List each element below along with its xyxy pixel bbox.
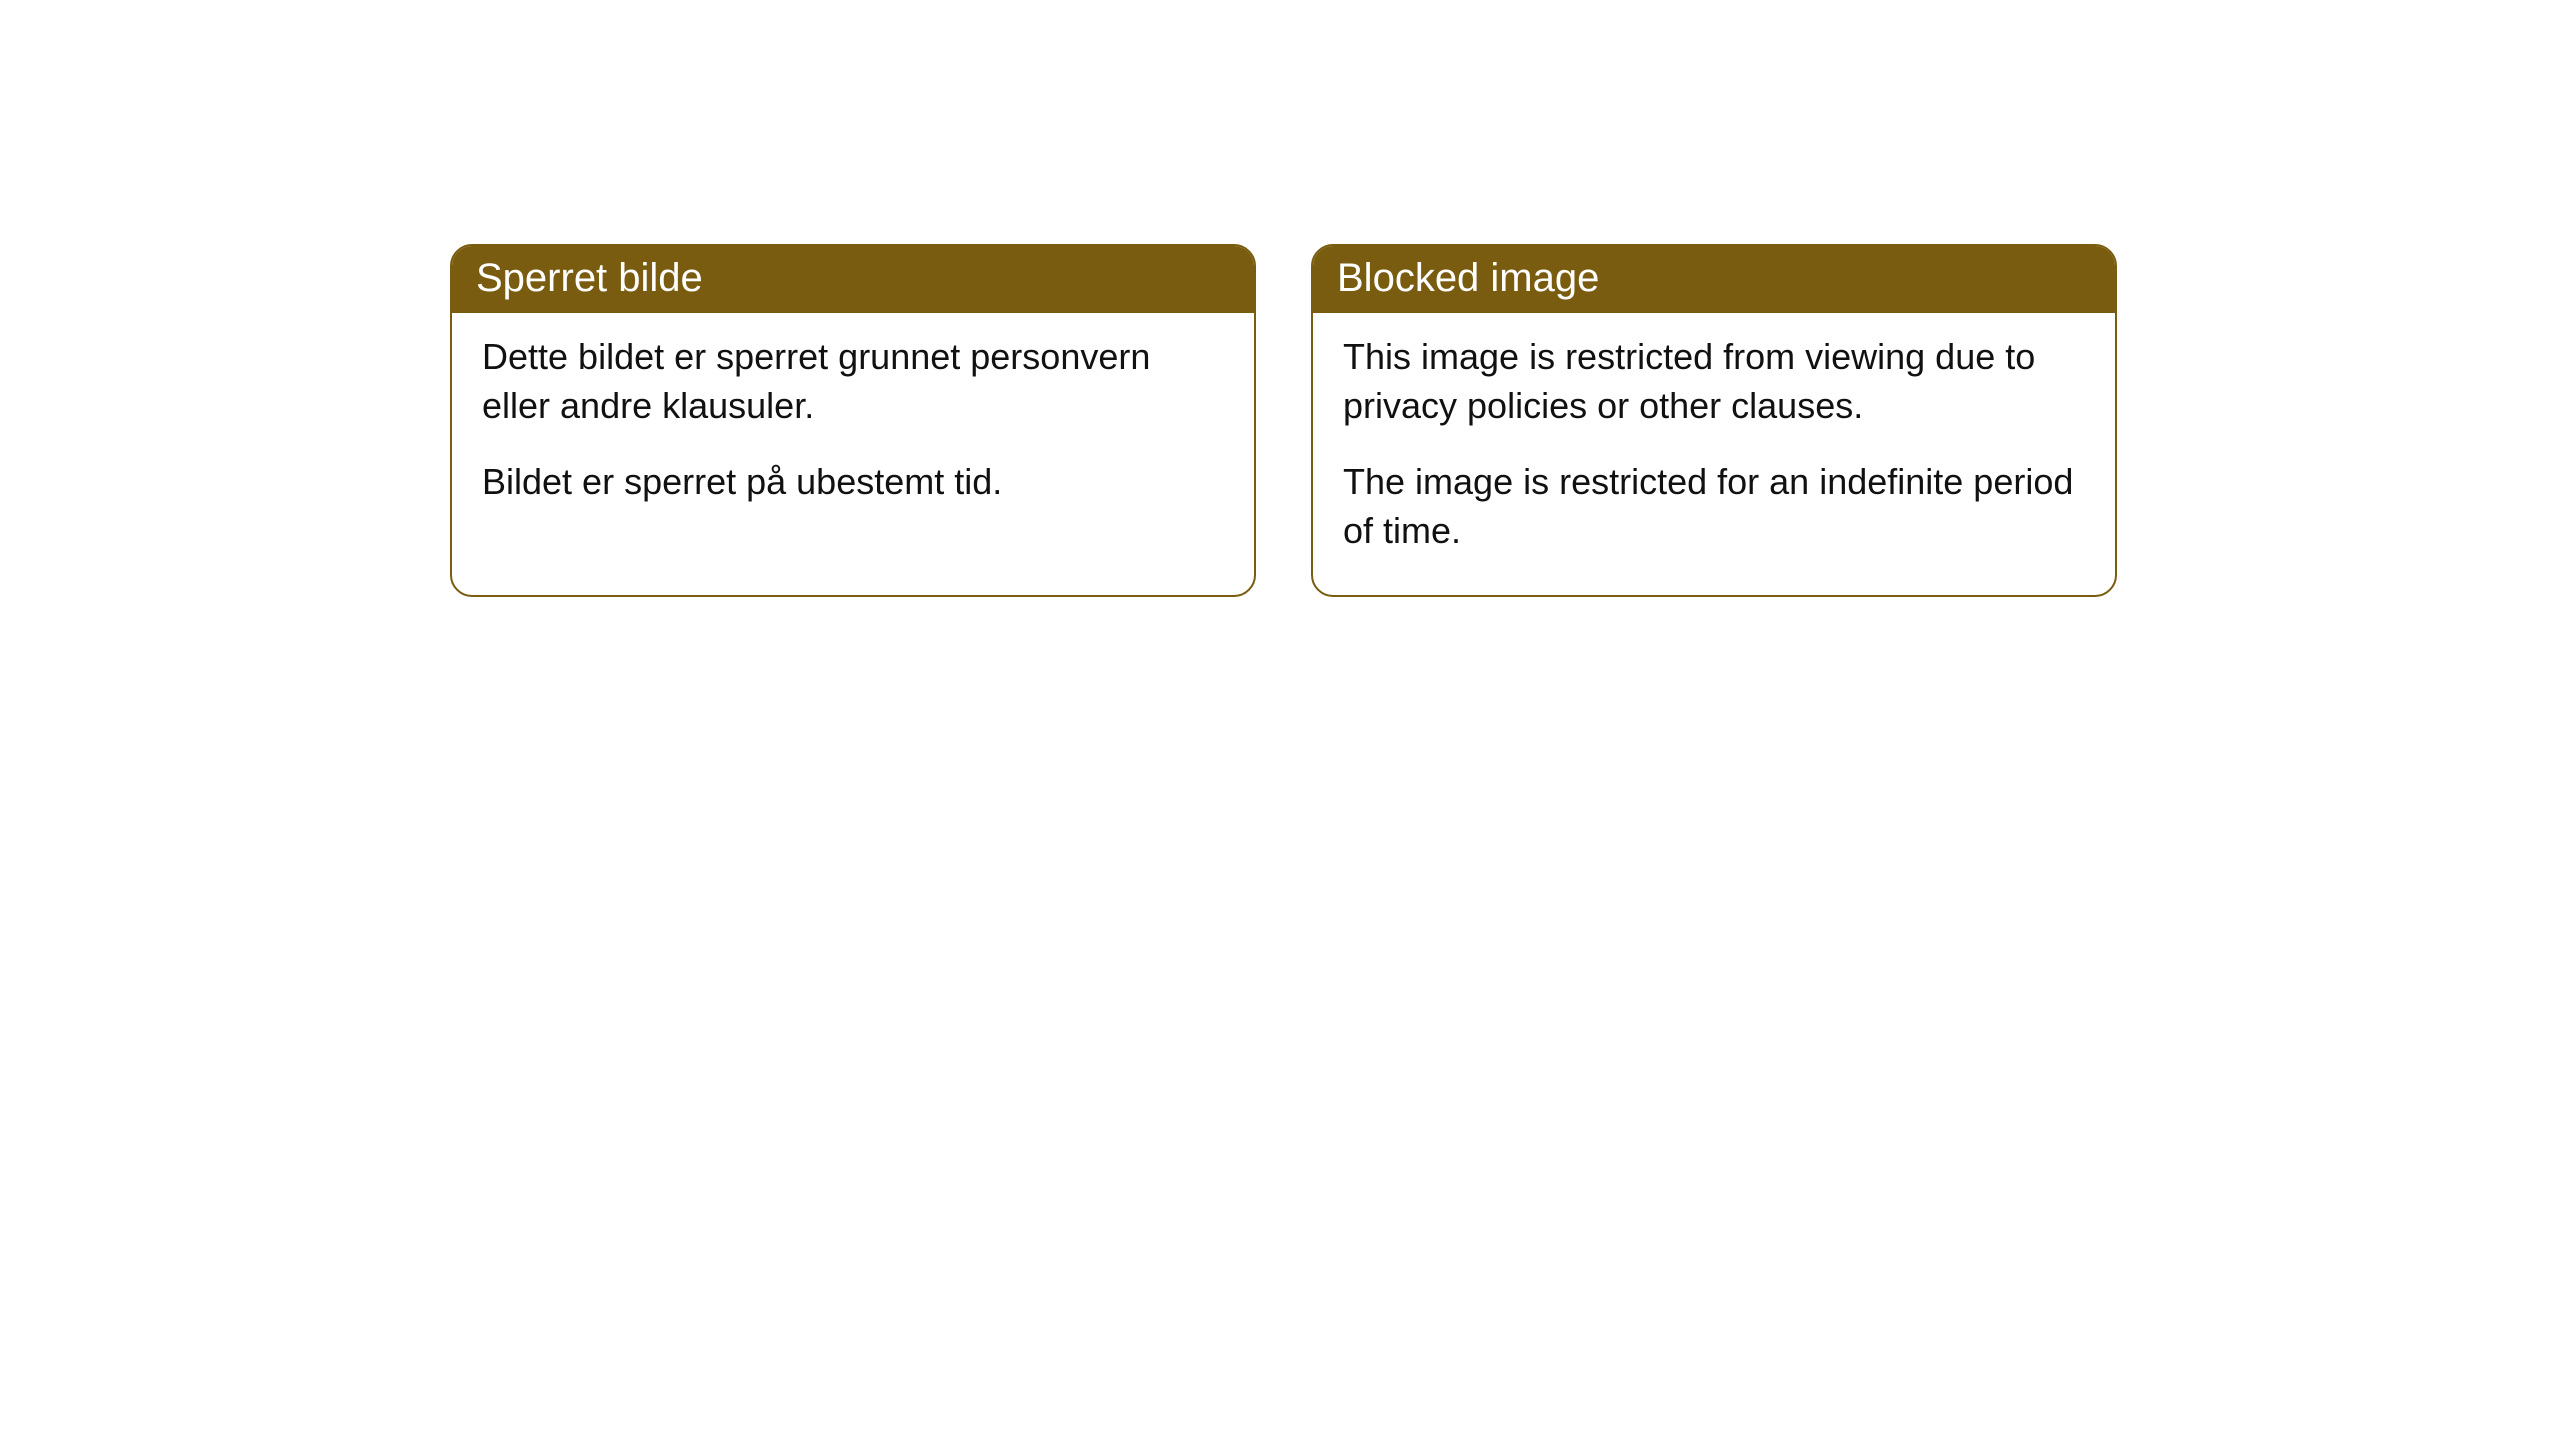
card-norwegian: Sperret bilde Dette bildet er sperret gr… [450,244,1256,597]
card-paragraph: Dette bildet er sperret grunnet personve… [482,333,1224,430]
card-paragraph: Bildet er sperret på ubestemt tid. [482,458,1224,507]
card-english: Blocked image This image is restricted f… [1311,244,2117,597]
card-header-english: Blocked image [1313,246,2115,313]
card-paragraph: The image is restricted for an indefinit… [1343,458,2085,555]
card-paragraph: This image is restricted from viewing du… [1343,333,2085,430]
cards-container: Sperret bilde Dette bildet er sperret gr… [450,244,2117,597]
card-header-norwegian: Sperret bilde [452,246,1254,313]
card-body-norwegian: Dette bildet er sperret grunnet personve… [452,313,1254,547]
card-body-english: This image is restricted from viewing du… [1313,313,2115,595]
